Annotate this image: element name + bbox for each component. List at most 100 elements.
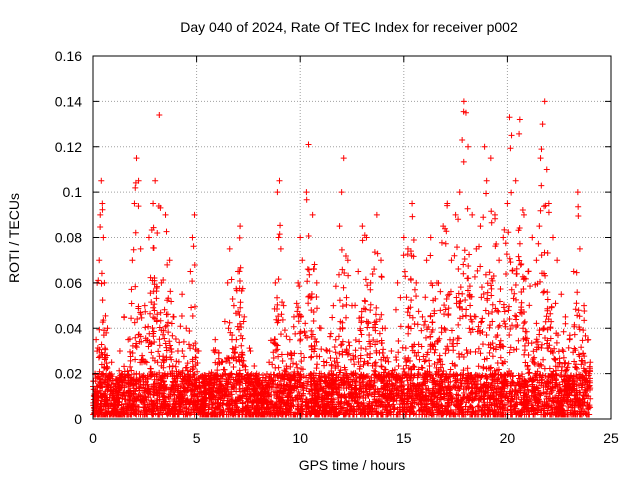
data-point xyxy=(552,356,559,363)
data-point xyxy=(180,338,187,345)
data-point xyxy=(236,386,243,393)
data-point xyxy=(334,394,341,401)
data-point xyxy=(544,296,551,303)
data-point xyxy=(580,392,587,399)
data-point xyxy=(515,227,522,234)
data-point xyxy=(424,378,431,385)
data-point xyxy=(136,371,143,378)
data-point xyxy=(332,365,339,372)
data-point xyxy=(426,362,433,369)
data-point xyxy=(508,189,515,196)
data-point xyxy=(484,289,491,296)
data-point xyxy=(545,344,552,351)
data-point xyxy=(406,312,413,319)
data-point xyxy=(161,387,168,394)
data-point xyxy=(480,214,487,221)
data-point xyxy=(407,358,414,365)
data-point xyxy=(553,339,560,346)
data-point xyxy=(411,409,418,416)
data-point xyxy=(276,381,283,388)
data-point xyxy=(366,332,373,339)
data-point xyxy=(538,182,545,189)
data-point xyxy=(421,322,428,329)
data-point xyxy=(341,391,348,398)
data-point xyxy=(379,350,386,357)
data-point xyxy=(238,323,245,330)
data-point xyxy=(541,325,548,332)
data-point xyxy=(304,378,311,385)
data-point xyxy=(132,356,139,363)
data-point xyxy=(323,379,330,386)
data-point xyxy=(409,213,416,220)
data-point xyxy=(370,337,377,344)
data-point xyxy=(448,327,455,334)
data-point xyxy=(327,330,334,337)
data-point xyxy=(459,290,466,297)
data-point xyxy=(295,318,302,325)
data-point xyxy=(103,372,110,379)
data-point xyxy=(521,318,528,325)
data-point xyxy=(101,355,108,362)
data-point xyxy=(561,411,568,418)
data-point xyxy=(189,366,196,373)
data-point xyxy=(90,392,97,399)
data-point xyxy=(451,252,458,259)
data-point xyxy=(155,203,162,210)
data-point xyxy=(163,354,170,361)
data-point xyxy=(129,350,136,357)
data-point xyxy=(463,347,470,354)
data-point xyxy=(181,392,188,399)
data-point xyxy=(237,299,244,306)
data-point xyxy=(442,240,449,247)
data-point xyxy=(97,379,104,386)
data-point xyxy=(293,300,300,307)
data-point xyxy=(527,283,534,290)
data-point xyxy=(508,286,515,293)
data-point xyxy=(189,278,196,285)
data-point xyxy=(162,340,169,347)
data-point xyxy=(146,330,153,337)
data-point xyxy=(488,275,495,282)
data-point xyxy=(294,403,301,410)
data-point xyxy=(464,365,471,372)
data-point xyxy=(103,410,110,417)
data-point xyxy=(512,282,519,289)
data-point xyxy=(421,358,428,365)
data-point xyxy=(168,320,175,327)
data-point xyxy=(523,391,530,398)
data-point xyxy=(441,394,448,401)
data-point xyxy=(562,359,569,366)
data-point xyxy=(156,324,163,331)
data-point xyxy=(386,377,393,384)
data-point xyxy=(290,323,297,330)
data-point xyxy=(150,391,157,398)
data-point xyxy=(467,329,474,336)
data-point xyxy=(132,283,139,290)
data-point xyxy=(104,352,111,359)
data-point xyxy=(537,371,544,378)
data-point xyxy=(300,387,307,394)
data-point xyxy=(339,303,346,310)
data-point xyxy=(170,379,177,386)
data-point xyxy=(527,376,534,383)
data-point xyxy=(397,323,404,330)
data-point xyxy=(513,389,520,396)
data-point xyxy=(311,348,318,355)
data-point xyxy=(380,386,387,393)
data-point xyxy=(398,379,405,386)
data-point xyxy=(148,299,155,306)
data-point xyxy=(459,136,466,143)
data-point xyxy=(287,363,294,370)
data-point xyxy=(337,318,344,325)
data-point xyxy=(104,397,111,404)
data-point xyxy=(338,246,345,253)
data-point xyxy=(438,239,445,246)
data-point xyxy=(381,366,388,373)
data-point xyxy=(230,346,237,353)
data-point xyxy=(506,316,513,323)
data-point xyxy=(476,385,483,392)
data-point xyxy=(477,263,484,270)
data-point xyxy=(180,353,187,360)
data-point xyxy=(274,342,281,349)
data-point xyxy=(275,374,282,381)
